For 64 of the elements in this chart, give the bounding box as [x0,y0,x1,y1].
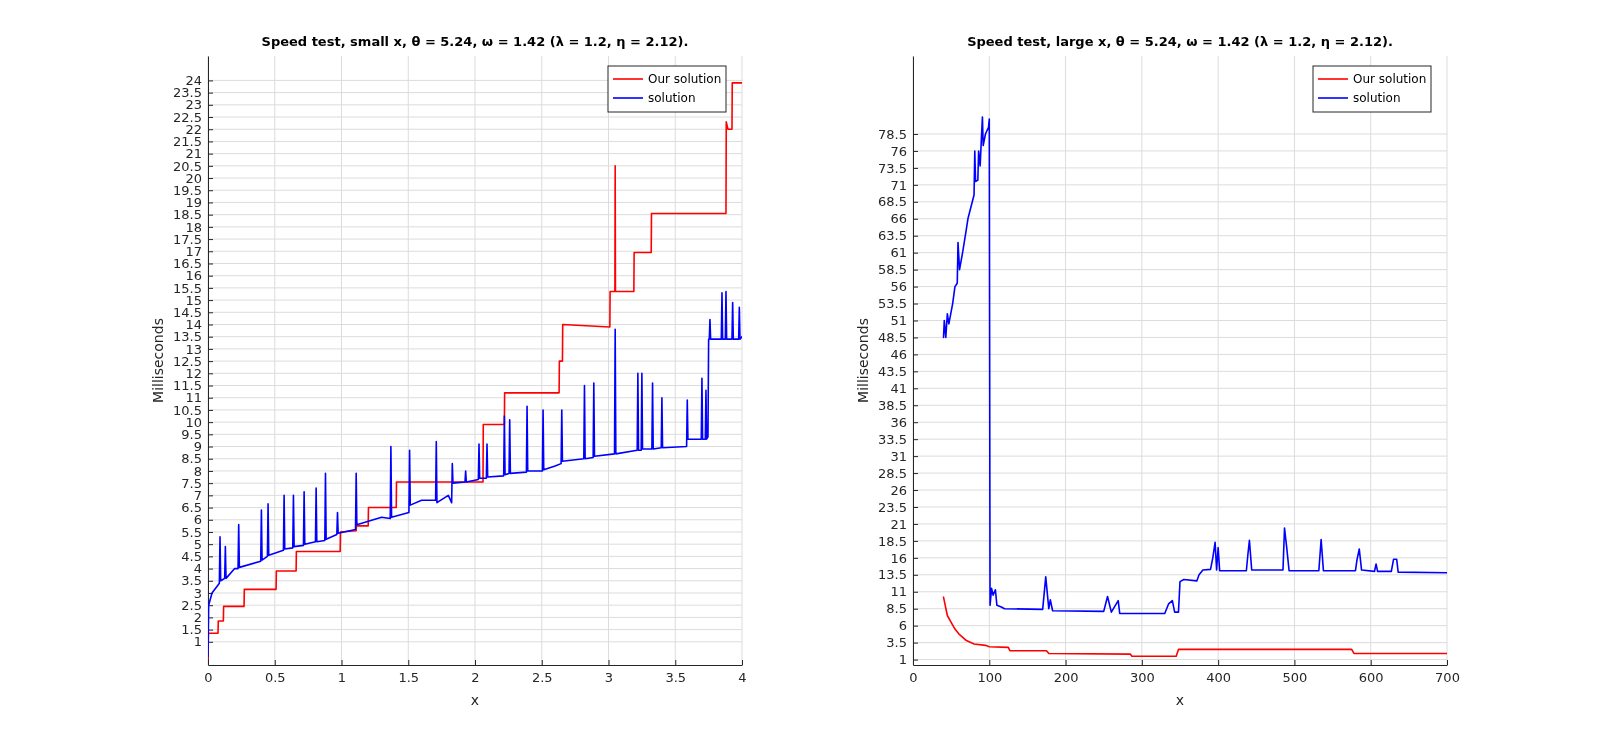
x-tick-label: 0 [204,670,213,686]
chart-title: Speed test, large x, θ = 5.24, ω = 1.42 (λ = 1.2, η = 2.12). [967,34,1393,49]
y-tick-label: 38.5 [878,397,907,413]
y-tick-label: 53.5 [878,296,907,312]
x-tick-label: 0.5 [264,670,286,686]
y-tick-label: 41 [890,380,907,396]
x-tick-label: 100 [977,670,1003,686]
line-series [942,116,1447,615]
y-tick-label: 66 [890,211,907,227]
y-tick-label: 28.5 [878,465,907,481]
y-tick-label: 13.5 [878,567,907,583]
y-axis-title: Milliseconds [855,318,871,403]
x-tick-label: 3 [604,670,614,686]
x-tick-label: 600 [1358,670,1384,686]
y-tick-label: 36 [890,414,907,430]
y-tick-label: 16 [890,550,907,566]
y-tick-label: 8.5 [886,601,907,617]
x-tick-label: 300 [1129,670,1155,686]
y-tick-label: 56 [890,279,907,295]
chart-title: Speed test, small x, θ = 5.24, ω = 1.42 (λ = 1.2, η = 2.12). [261,34,689,49]
y-tick-label: 71 [890,177,907,193]
line-series [208,290,742,658]
y-axis-title: Milliseconds [150,318,166,403]
x-tick-label: 0 [909,670,918,686]
y-tick-label: 26 [890,482,907,498]
y-tick-label: 58.5 [878,262,907,278]
x-axis-title: x [1175,692,1185,708]
x-tick-label: 2.5 [531,670,553,686]
line-series [942,596,1447,657]
y-tick-label: 51 [890,313,907,329]
y-tick-label: 73.5 [878,160,907,176]
y-tick-label: 63.5 [878,228,907,244]
line-series [208,82,742,660]
y-tick-label: 1 [898,652,907,668]
legend-label: Our solution [1353,72,1427,86]
y-tick-label: 31 [890,448,907,464]
x-tick-label: 200 [1053,670,1079,686]
y-tick-label: 33.5 [878,431,907,447]
x-tick-label: 4 [738,670,747,686]
y-tick-label: 61 [890,245,907,261]
y-tick-label: 21 [890,516,907,532]
y-tick-label: 76 [890,143,907,159]
y-tick-label: 46 [890,347,907,363]
y-tick-label: 3.5 [886,635,907,651]
y-tick-label: 43.5 [878,364,907,380]
legend-label: Our solution [648,72,722,86]
x-axis-title: x [470,692,480,708]
x-tick-label: 2 [471,670,480,686]
y-tick-label: 6 [898,618,907,634]
x-tick-label: 700 [1435,670,1460,686]
x-tick-label: 400 [1206,670,1232,686]
legend-label: solution [648,91,696,105]
y-tick-label: 11 [890,584,907,600]
x-tick-label: 3.5 [665,670,687,686]
y-tick-label: 23.5 [878,499,907,515]
y-tick-label: 78.5 [878,126,907,142]
x-tick-label: 1 [337,670,347,686]
x-tick-label: 1.5 [398,670,420,686]
x-tick-label: 500 [1282,670,1308,686]
y-tick-label: 9.5 [181,427,202,442]
y-tick-label: 68.5 [878,194,907,210]
legend-label: solution [1353,91,1401,105]
y-tick-label: 48.5 [878,330,907,346]
y-tick-label: 18.5 [878,533,907,549]
